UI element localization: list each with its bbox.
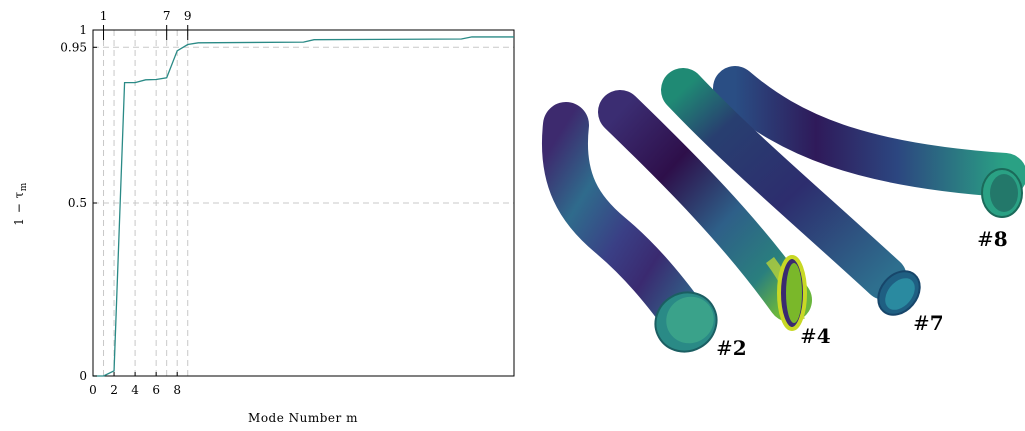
vessel-2 — [542, 102, 718, 353]
x-tick-label: 8 — [173, 383, 181, 397]
series-line-group — [93, 36, 514, 377]
y-tick-label: 1 — [79, 23, 87, 37]
x-tick-label: 0 — [89, 383, 97, 397]
vessel-4-label: #4 — [800, 324, 831, 348]
grid-lines — [93, 29, 514, 376]
y-tick-label: 0 — [79, 369, 87, 383]
vessel-2-label: #2 — [716, 336, 747, 360]
y-tick-label: 0.95 — [60, 40, 87, 54]
y-axis-label: 1 − τm — [12, 182, 29, 226]
x-tick-label: 4 — [131, 383, 139, 397]
top-tick-label: 9 — [184, 9, 192, 23]
vessel-7-label: #7 — [913, 311, 944, 335]
x-axis-label: Mode Number m — [248, 411, 358, 425]
top-tick-label: 1 — [100, 9, 108, 23]
y-tick-label: 0.5 — [68, 196, 87, 210]
series-line — [93, 36, 514, 377]
y-axis-ticks: 0 0.5 0.95 1 — [60, 23, 97, 383]
vessel-renderings: #2 #4 #7 #8 — [542, 66, 1025, 360]
vessel-8 — [713, 66, 1025, 218]
vessel-8-label: #8 — [977, 227, 1008, 251]
top-tick-label: 7 — [163, 9, 171, 23]
x-tick-label: 6 — [152, 383, 160, 397]
vessel-7 — [661, 68, 921, 316]
vessel-4 — [598, 90, 812, 331]
x-tick-label: 2 — [110, 383, 118, 397]
